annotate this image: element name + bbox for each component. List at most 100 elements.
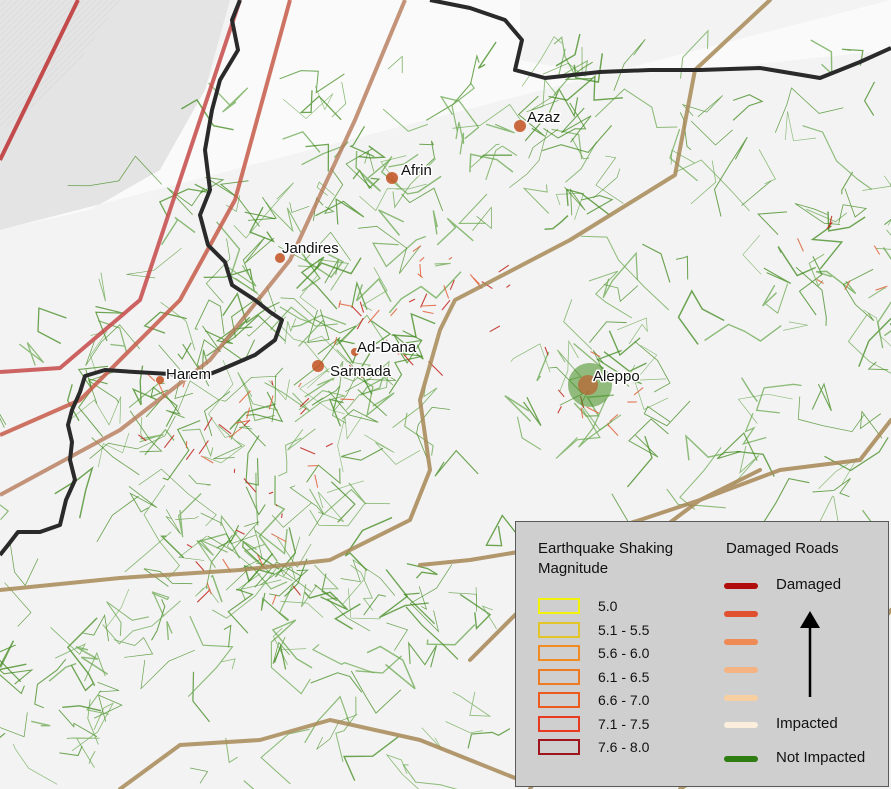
road-segment	[326, 480, 365, 493]
road-segment	[445, 721, 483, 734]
road-segment	[271, 367, 284, 423]
damaged-road-segment	[557, 405, 562, 414]
road-segment	[818, 457, 858, 489]
road-segment	[757, 211, 788, 236]
road-segment	[97, 432, 130, 468]
road-segment	[387, 55, 403, 74]
road-segment	[254, 529, 288, 555]
road-segment	[254, 561, 301, 588]
road-segment	[294, 390, 345, 423]
road-segment	[542, 47, 583, 76]
damaged-road-segment	[607, 424, 619, 436]
damaged-road-segment	[203, 417, 213, 431]
road-segment	[555, 408, 601, 459]
damaged-road-segment	[352, 306, 362, 317]
road-segment	[589, 321, 627, 343]
road-segment	[345, 368, 397, 393]
road-segment	[358, 346, 375, 395]
road-segment	[810, 39, 833, 76]
road-segment	[331, 81, 347, 118]
damaged-road-segment	[412, 245, 422, 252]
road-segment	[246, 391, 284, 423]
road-segment	[160, 301, 196, 351]
road-segment	[143, 311, 187, 334]
road-segment	[126, 247, 182, 279]
road-segment	[205, 534, 233, 589]
road-segment	[177, 493, 202, 538]
shaking-label: 5.0	[598, 598, 618, 614]
road-segment	[451, 82, 476, 132]
road-segment	[761, 284, 777, 307]
road-segment	[628, 418, 669, 458]
road-segment	[216, 221, 258, 294]
road-swatch	[724, 611, 758, 617]
road-segment	[452, 691, 492, 717]
road-segment	[86, 690, 109, 715]
road-segment	[291, 314, 347, 328]
damaged-road-segment	[138, 434, 147, 442]
road-segment	[182, 428, 214, 458]
road-segment	[517, 95, 546, 137]
road-segment	[838, 188, 868, 224]
shaking-label: 6.6 - 7.0	[598, 692, 650, 708]
road-segment	[523, 396, 542, 427]
road-segment	[91, 437, 140, 476]
road-segment	[382, 108, 428, 132]
road-segment	[485, 145, 518, 180]
damaged-road-segment	[420, 293, 428, 308]
road-segment	[314, 318, 357, 346]
road-segment	[439, 95, 480, 140]
damaged-road-segment	[271, 380, 274, 386]
road-segment	[841, 171, 854, 195]
road-segment	[279, 306, 312, 324]
road-segment	[392, 333, 424, 360]
road-segment	[62, 705, 102, 712]
road-segment	[289, 202, 310, 213]
road-segment	[196, 539, 228, 569]
road-segment	[455, 121, 465, 155]
road-segment	[388, 153, 419, 168]
damaged-road-segment	[873, 245, 881, 255]
road-segment	[296, 257, 362, 290]
road-segment	[140, 649, 195, 690]
road-segment	[311, 643, 375, 674]
road-segment	[304, 377, 334, 398]
road-segment	[516, 416, 542, 451]
road-segment	[58, 709, 98, 738]
damaged-road-segment	[359, 301, 365, 313]
road-segment	[783, 321, 808, 331]
city-label-jandires: Jandires	[282, 240, 339, 257]
city-marker-afrin	[386, 172, 398, 184]
road-segment	[595, 155, 624, 204]
road-segment	[178, 535, 207, 561]
damaged-road-segment	[206, 582, 212, 595]
road-segment	[129, 410, 163, 453]
damaged-road-segment	[590, 351, 601, 358]
road-segment	[510, 343, 551, 373]
road-segment	[542, 125, 613, 154]
road-segment	[642, 243, 671, 283]
shaking-contours	[0, 0, 407, 497]
damaged-road-segment	[489, 325, 501, 333]
road-segment	[603, 284, 639, 303]
road-segment	[334, 349, 359, 411]
shaking-swatch	[538, 621, 580, 638]
road-segment	[810, 225, 844, 270]
road-segment	[457, 193, 488, 224]
road-segment	[96, 495, 139, 543]
road-segment	[573, 53, 604, 83]
road-segment	[113, 637, 154, 658]
city-marker-jandires	[275, 253, 285, 263]
road-segment	[388, 271, 462, 314]
shaking-swatch	[538, 668, 580, 685]
road-segment	[250, 565, 288, 590]
shaking-label: 7.6 - 8.0	[598, 739, 650, 755]
road-segment	[347, 588, 381, 620]
road-segment	[37, 307, 67, 345]
road-segment	[452, 103, 522, 129]
road-segment	[827, 211, 866, 232]
road-segment	[195, 585, 219, 604]
damaged-road-segment	[147, 373, 156, 382]
road-segment	[363, 594, 386, 616]
road-segment	[265, 201, 302, 233]
